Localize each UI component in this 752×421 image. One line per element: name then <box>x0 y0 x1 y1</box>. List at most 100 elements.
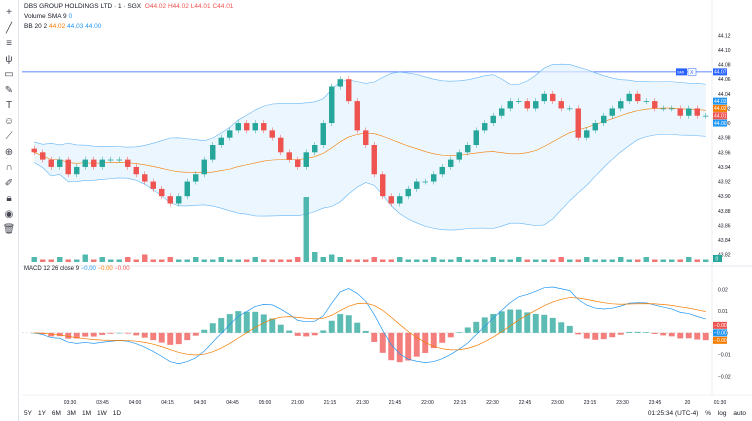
range-bar: 5Y 1Y 6M 3M 1M 1W 1D <box>24 410 127 417</box>
horizontal-lines-icon[interactable]: ≡ <box>6 38 12 49</box>
macd-histogram-bar <box>260 314 267 333</box>
candle-body <box>507 101 513 109</box>
price-tick-label: 43.92 <box>718 180 731 186</box>
macd-histogram-bar <box>218 318 225 333</box>
macd-histogram-bar <box>558 322 565 333</box>
log-toggle[interactable]: log <box>717 410 727 417</box>
volume-bar <box>550 259 556 262</box>
candle-body <box>312 145 318 153</box>
candle-body <box>99 159 105 167</box>
macd-histogram-bar <box>73 332 80 339</box>
time-tick-label: 22:15 <box>454 400 467 406</box>
horizontal-line-badge[interactable] <box>676 68 687 76</box>
rectangle-icon[interactable]: ▭ <box>4 69 14 80</box>
macd-histogram-bar <box>226 314 233 333</box>
trend-line-icon[interactable]: ╱ <box>5 22 13 34</box>
time-tick-label: 04:45 <box>226 400 239 406</box>
macd-histogram-bar <box>294 332 301 336</box>
magnet-icon[interactable]: ∩ <box>5 162 13 173</box>
macd-label-text: −0.00 <box>714 338 727 344</box>
time-tick-label: 22:45 <box>519 400 532 406</box>
candle-body <box>371 145 377 175</box>
volume-bar <box>125 257 131 262</box>
candle-body <box>473 130 479 145</box>
emoji-icon[interactable]: ☺ <box>3 115 15 127</box>
candle-body <box>448 159 454 167</box>
candle-body <box>210 145 216 160</box>
macd-histogram-bar <box>150 332 157 341</box>
range-1w[interactable]: 1W <box>97 410 107 417</box>
range-1m[interactable]: 1M <box>81 410 91 417</box>
bb-indicator-label[interactable]: BB 20 2 <box>24 23 48 30</box>
candle-body <box>116 159 122 161</box>
candle-body <box>533 101 539 109</box>
price-axis[interactable]: 44.12 44.10 44.08 44.06 44.04 44.02 44.00 43.98… <box>713 33 731 263</box>
lock-icon[interactable]: 🔒︎ <box>6 193 12 204</box>
volume-bar <box>371 257 377 262</box>
candle-body <box>490 115 496 124</box>
time-axis[interactable]: 03:30 03:45 04:00 04:15 04:30 04:45 05:00 21:00… <box>64 400 727 406</box>
close-icon[interactable] <box>687 68 697 76</box>
range-6m[interactable]: 6M <box>51 410 61 417</box>
candle-body <box>295 159 301 167</box>
macd-histogram-bar <box>379 332 386 353</box>
candle-body <box>346 79 352 102</box>
price-tick-label: 43.90 <box>718 194 731 200</box>
text-icon[interactable]: T <box>5 100 13 111</box>
candle-body <box>159 188 165 197</box>
brush-icon[interactable]: ✎ <box>4 84 14 96</box>
price-label-badge <box>713 112 727 120</box>
plus-icon[interactable]: + <box>6 7 12 18</box>
candle-body <box>65 159 71 175</box>
macd-histogram-bar <box>634 331 641 333</box>
macd-label-badge <box>713 329 727 337</box>
time-tick-label: 21:30 <box>356 400 369 406</box>
candle-body <box>482 123 488 131</box>
range-1y[interactable]: 1Y <box>37 410 46 417</box>
macd-tick-label: 0.01 <box>718 309 728 315</box>
volume-bar <box>686 257 692 262</box>
candle-body <box>193 174 199 182</box>
histogram-value: −0.00 <box>114 266 130 272</box>
price-tick-label: 44.12 <box>718 33 731 39</box>
volume-bar <box>397 257 403 262</box>
macd-histogram-bar <box>490 313 497 333</box>
macd-histogram-bar <box>549 317 556 333</box>
clock-time[interactable]: 01:25:34 (UTC-4) <box>647 410 699 417</box>
percent-toggle[interactable]: % <box>705 410 712 417</box>
volume-bar <box>694 259 700 262</box>
macd-label[interactable]: MACD 12 26 close 9 <box>24 266 80 272</box>
volume-bar <box>499 259 505 262</box>
candle-body <box>218 137 224 145</box>
volume-bar <box>643 257 649 262</box>
time-tick-label: 23:00 <box>551 400 564 406</box>
candle-body <box>567 108 573 110</box>
price-label-text: 44.07 <box>714 70 727 76</box>
candle-body <box>320 123 326 145</box>
range-1d[interactable]: 1D <box>112 410 122 417</box>
macd-histogram-bar <box>660 332 667 336</box>
trash-icon[interactable]: 🗑︎ <box>2 224 16 235</box>
candle-body <box>329 86 335 124</box>
ohlc-values: O44.02 H44.02 L44.01 C44.01 <box>144 3 234 10</box>
ruler-icon[interactable]: ⟋ <box>5 131 13 142</box>
candle-body <box>82 159 88 167</box>
pitchfork-icon[interactable]: ψ <box>5 53 13 65</box>
candle-body <box>244 123 250 131</box>
range-3m[interactable]: 3M <box>66 410 76 417</box>
range-5y[interactable]: 5Y <box>24 410 32 417</box>
eye-icon[interactable]: ◉ <box>4 208 14 220</box>
symbol-title[interactable]: DBS GROUP HOLDINGS LTD · 1 · SGX <box>24 3 142 10</box>
zoom-icon[interactable]: ⊕ <box>4 146 14 158</box>
time-tick-label: 23:45 <box>649 400 662 406</box>
macd-axis[interactable]: 0.020.010.00−0.01−0.02−0.00−0.00−0.00 <box>713 287 731 380</box>
candle-body <box>439 166 445 175</box>
macd-histogram-bar <box>175 332 182 345</box>
price-tick-label: 43.84 <box>718 238 731 244</box>
bb-upper-value: 44.03 <box>67 23 84 30</box>
lock-draw-icon[interactable]: ✐ <box>4 177 14 189</box>
volume-indicator-label[interactable]: Volume SMA 9 <box>24 13 67 20</box>
macd-histogram-bar <box>600 332 607 340</box>
auto-toggle[interactable]: auto <box>733 410 746 417</box>
